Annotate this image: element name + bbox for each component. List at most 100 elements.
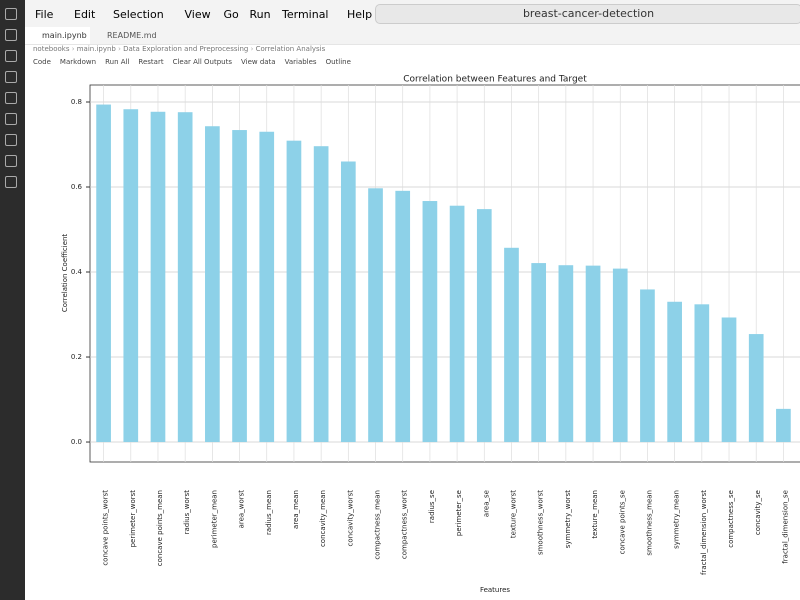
- y-tick-label: 0.6: [71, 183, 83, 191]
- bar: [449, 205, 465, 443]
- plot-area: [89, 84, 800, 463]
- x-axis-label: Features: [480, 586, 510, 594]
- y-tick-label: 0.0: [71, 438, 82, 446]
- bar: [476, 209, 492, 443]
- x-tick-label: texture_worst: [509, 490, 517, 538]
- bar: [205, 126, 220, 443]
- docs-icon[interactable]: [5, 134, 17, 146]
- tools-icon[interactable]: [5, 155, 17, 167]
- extensions-icon[interactable]: [5, 92, 17, 104]
- menu-item[interactable]: Edit: [74, 8, 96, 21]
- toolbar-button[interactable]: Restart: [138, 58, 164, 66]
- explorer-icon[interactable]: [5, 8, 17, 20]
- x-tick-label: concave points_se: [618, 490, 626, 554]
- x-tick-label: concavity_se: [754, 490, 762, 535]
- chart: Correlation between Features and Target …: [61, 75, 800, 594]
- bar: [313, 146, 329, 443]
- chart-title: Correlation between Features and Target: [403, 75, 587, 85]
- menu-item[interactable]: Go: [223, 8, 239, 21]
- scm-icon[interactable]: [5, 50, 17, 62]
- tab-bar: main.ipynb README.md: [25, 27, 800, 45]
- breadcrumb[interactable]: Correlation Analysis: [248, 45, 325, 53]
- bar: [286, 140, 302, 443]
- menu-item[interactable]: Selection: [113, 8, 164, 21]
- activity-bar: [0, 0, 25, 600]
- x-tick-label: radius_mean: [265, 490, 273, 535]
- x-tick-label: concave points_worst: [102, 490, 110, 566]
- bar: [694, 304, 710, 443]
- y-tick-label: 0.4: [71, 268, 83, 276]
- x-tick-label: compactness_mean: [374, 490, 382, 560]
- bar: [259, 131, 275, 443]
- bar: [776, 408, 791, 443]
- menu-item[interactable]: View: [184, 8, 211, 21]
- x-tick-label: area_se: [482, 490, 490, 517]
- breadcrumb[interactable]: notebooks: [33, 45, 70, 53]
- y-tick-label: 0.2: [71, 353, 82, 361]
- menu-item[interactable]: Terminal: [282, 8, 329, 21]
- bar: [96, 104, 111, 443]
- editor-tab[interactable]: README.md: [107, 31, 157, 40]
- x-tick-label: texture_mean: [591, 490, 599, 539]
- x-tick-label: radius_se: [428, 490, 436, 523]
- x-tick-label: concavity_mean: [319, 490, 327, 547]
- toolbar-button[interactable]: Variables: [284, 58, 317, 66]
- bar: [748, 334, 764, 443]
- x-tick-label: smoothness_mean: [645, 490, 653, 556]
- bar: [232, 130, 247, 443]
- bar: [123, 109, 139, 443]
- bar: [150, 111, 166, 443]
- breadcrumb[interactable]: main.ipynb: [69, 45, 115, 53]
- bar: [340, 161, 356, 443]
- menu-item[interactable]: Run: [249, 8, 271, 21]
- bar: [667, 301, 682, 443]
- toolbar-button[interactable]: Markdown: [59, 58, 97, 66]
- bar: [585, 265, 601, 443]
- x-tick-label: symmetry_mean: [673, 490, 681, 549]
- toolbar-button[interactable]: Code: [33, 58, 51, 66]
- toolbar-button[interactable]: Clear All Outputs: [172, 58, 232, 66]
- editor-tab[interactable]: main.ipynb: [25, 27, 90, 44]
- x-tick-label: area_mean: [292, 490, 300, 529]
- bar: [558, 265, 574, 443]
- toolbar-button[interactable]: View data: [240, 58, 276, 66]
- bar: [640, 289, 655, 443]
- breadcrumbs: notebooksmain.ipynbData Exploration and …: [33, 45, 325, 53]
- y-axis-label: Correlation Coefficient: [61, 234, 69, 313]
- bar: [177, 112, 193, 443]
- x-tick-label: perimeter_mean: [210, 490, 218, 548]
- menu-item[interactable]: File: [35, 8, 54, 21]
- toolbar-button[interactable]: Outline: [325, 58, 351, 66]
- bar: [368, 188, 383, 443]
- database-icon[interactable]: [5, 176, 17, 188]
- x-tick-label: radius_worst: [183, 490, 191, 535]
- notebook-toolbar: Code Markdown Run All Restart Clear All Outp…: [33, 58, 360, 66]
- x-tick-label: fractal_dimension_worst: [700, 490, 708, 575]
- x-tick-label: fractal_dimension_se: [781, 490, 789, 564]
- bar: [395, 190, 411, 443]
- testing-icon[interactable]: [5, 113, 17, 125]
- x-tick-label: compactness_se: [727, 490, 735, 548]
- x-tick-label: concave points_mean: [156, 490, 164, 566]
- breadcrumb[interactable]: Data Exploration and Preprocessing: [116, 45, 248, 53]
- x-tick-label: symmetry_worst: [564, 490, 572, 549]
- x-tick-label: area_worst: [238, 490, 246, 529]
- run-icon[interactable]: [5, 71, 17, 83]
- bar: [531, 263, 547, 443]
- bar: [612, 268, 628, 443]
- x-tick-label: smoothness_worst: [537, 490, 545, 555]
- title-bar: File Edit Selection View Go Run Terminal Help br…: [25, 0, 800, 27]
- search-icon[interactable]: [5, 29, 17, 41]
- menu-item[interactable]: Help: [347, 8, 373, 21]
- bar: [721, 317, 737, 443]
- bar: [422, 201, 438, 443]
- x-tick-label: compactness_worst: [401, 490, 409, 559]
- y-tick-label: 0.8: [71, 98, 82, 106]
- x-tick-label: perimeter_worst: [129, 490, 137, 548]
- x-tick-label: perimeter_se: [455, 490, 463, 536]
- command-center[interactable]: breast-cancer-detection: [375, 4, 800, 24]
- x-tick-label: concavity_worst: [346, 490, 354, 547]
- toolbar-button[interactable]: Run All: [105, 58, 130, 66]
- bar: [504, 247, 519, 443]
